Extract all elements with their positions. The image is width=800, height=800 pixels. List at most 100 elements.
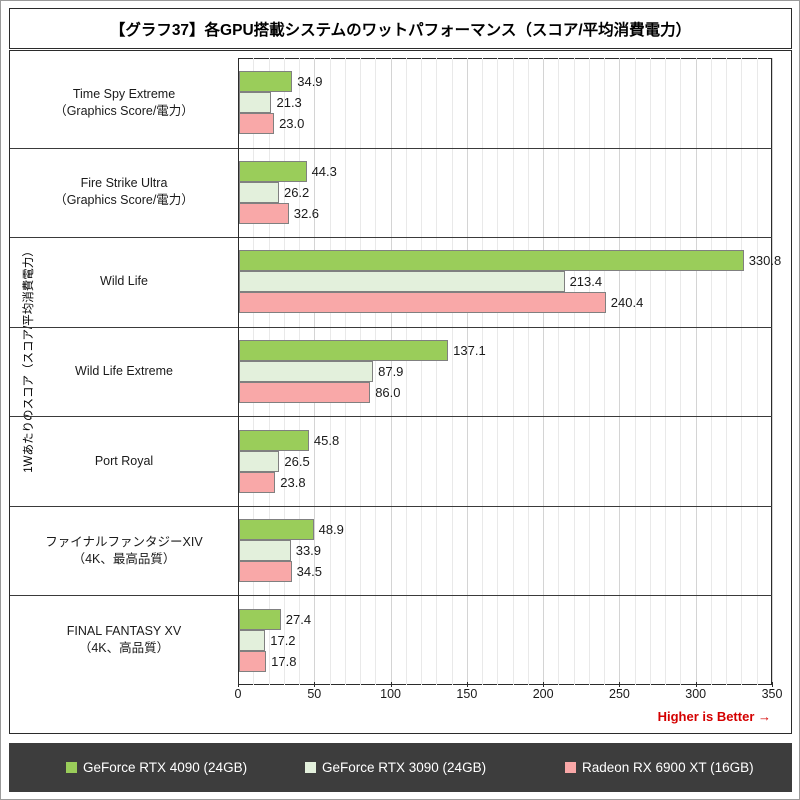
- bar-value-label: 213.4: [569, 274, 603, 290]
- bar-row: 87.9: [239, 360, 772, 382]
- bar[interactable]: [239, 650, 267, 672]
- bar-row: 34.9: [239, 71, 772, 93]
- bar[interactable]: [239, 292, 606, 314]
- category-separator: [10, 416, 772, 418]
- bar-groups: Time Spy Extreme （Graphics Score/電力） 34.9 2…: [10, 58, 781, 685]
- bar-row: 26.5: [239, 450, 772, 472]
- bar-value-label: 48.9: [318, 522, 344, 538]
- bar-row: 17.2: [239, 629, 772, 651]
- gridline-minor: [756, 58, 758, 685]
- category-separator: [10, 326, 772, 328]
- gridline-major: [543, 58, 545, 685]
- bar[interactable]: [239, 202, 289, 224]
- x-tick-label: 350: [761, 687, 783, 701]
- x-tick-label: 50: [307, 687, 322, 701]
- x-axis-ticks: 0 50 100 150 200 250 300 350: [234, 682, 782, 707]
- category-label-line1: Fire Strike Ultra: [80, 176, 168, 191]
- bar-stack: 44.3 26.2 32.6: [239, 160, 772, 224]
- category-label-line2: （Graphics Score/電力）: [54, 193, 194, 208]
- gridline-minor: [588, 58, 590, 685]
- chart-area: 1Wあたりのスコア（スコア/平均消費電力） Time Spy Extreme （G…: [9, 50, 792, 734]
- bar-row: 45.8: [239, 429, 772, 451]
- bar[interactable]: [239, 360, 374, 382]
- bar[interactable]: [239, 339, 449, 361]
- bar[interactable]: [239, 160, 307, 182]
- bar-value-label: 26.2: [283, 184, 310, 200]
- bar[interactable]: [239, 271, 565, 293]
- bar-value-label: 34.9: [297, 74, 323, 90]
- gridline-minor: [512, 58, 514, 685]
- bar[interactable]: [239, 540, 291, 562]
- bar-value-label: 32.6: [293, 205, 320, 221]
- bar[interactable]: [239, 381, 371, 403]
- gridline-minor: [527, 58, 529, 685]
- category-label: ファイナルファンタジーXIV （4K、最高品質）: [14, 534, 238, 568]
- bar-value-label: 44.3: [311, 163, 337, 179]
- x-tick-label: 300: [685, 687, 707, 701]
- bar[interactable]: [239, 71, 293, 93]
- legend-item[interactable]: GeForce RTX 3090 (24GB): [305, 760, 486, 775]
- gridline-major: [772, 58, 773, 685]
- category-label: Port Royal: [14, 453, 238, 470]
- x-tick-mark: [619, 682, 621, 687]
- bar-row: 23.8: [239, 471, 772, 493]
- x-tick-mark: [314, 682, 316, 687]
- gridline-minor: [558, 58, 560, 685]
- bar-stack: 48.9 33.9 34.5: [239, 519, 772, 583]
- gridline-minor: [741, 58, 743, 685]
- category-group: ファイナルファンタジーXIV （4K、最高品質） 48.9 33.9 34.5: [10, 505, 772, 596]
- bar-row: 34.5: [239, 561, 772, 583]
- bar-value-label: 17.8: [271, 653, 297, 669]
- legend-item[interactable]: Radeon RX 6900 XT (16GB): [565, 760, 754, 775]
- bar-value-label: 240.4: [610, 295, 644, 311]
- bar[interactable]: [239, 113, 275, 135]
- x-tick-mark: [390, 682, 392, 687]
- y-axis-line: [238, 58, 239, 685]
- bar-value-label: 45.8: [313, 432, 340, 448]
- bar[interactable]: [239, 250, 744, 272]
- category-label-line2: （4K、高品質）: [78, 641, 170, 656]
- bar-stack: 27.4 17.2 17.8: [239, 608, 772, 672]
- bar-row: 44.3: [239, 160, 772, 182]
- category-label-line2: （Graphics Score/電力）: [54, 103, 194, 118]
- bar-value-label: 23.0: [279, 116, 305, 132]
- bar[interactable]: [239, 429, 309, 451]
- bar-value-label: 34.5: [296, 564, 322, 580]
- bar-row: 48.9: [239, 519, 772, 541]
- bar[interactable]: [239, 471, 276, 493]
- gridline-minor: [451, 58, 453, 685]
- bar[interactable]: [239, 450, 280, 472]
- legend-label: GeForce RTX 3090 (24GB): [322, 760, 487, 775]
- gridline-major: [390, 58, 392, 685]
- gridline-minor: [573, 58, 575, 685]
- bar[interactable]: [239, 561, 292, 583]
- bar-value-label: 87.9: [378, 363, 404, 379]
- bar[interactable]: [239, 629, 266, 651]
- gridline-major: [619, 58, 621, 685]
- bar-stack: 137.1 87.9 86.0: [239, 339, 772, 403]
- gridline-minor: [649, 58, 651, 685]
- category-label: Wild Life: [14, 273, 238, 290]
- bar-value-label: 26.5: [284, 453, 310, 469]
- x-tick-label: 0: [234, 687, 242, 701]
- gridline-minor: [405, 58, 407, 685]
- bar-row: 21.3: [239, 92, 772, 114]
- gridline-minor: [726, 58, 728, 685]
- bar-value-label: 21.3: [276, 95, 302, 111]
- bar-value-label: 23.8: [280, 474, 306, 490]
- bar-row: 213.4: [239, 271, 772, 293]
- bar[interactable]: [239, 519, 314, 541]
- bar[interactable]: [239, 608, 281, 630]
- legend-item[interactable]: GeForce RTX 4090 (24GB): [66, 760, 247, 775]
- bar[interactable]: [239, 92, 272, 114]
- category-separator: [10, 147, 772, 149]
- category-label: Time Spy Extreme （Graphics Score/電力）: [14, 86, 238, 120]
- gridline-major: [466, 58, 468, 685]
- bar[interactable]: [239, 181, 279, 203]
- gridline-minor: [680, 58, 682, 685]
- x-tick-label: 250: [608, 687, 630, 701]
- bar-row: 330.8: [239, 250, 781, 272]
- bar-row: 137.1: [239, 339, 772, 361]
- category-group: Port Royal 45.8 26.5 23.8: [10, 416, 772, 506]
